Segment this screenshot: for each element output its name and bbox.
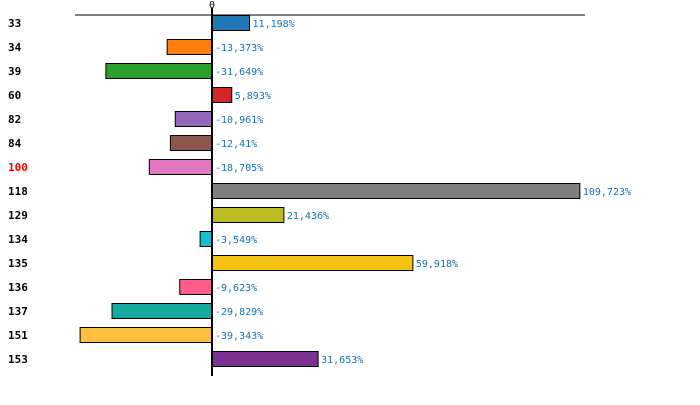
value-label-82: -10,961%	[215, 115, 263, 126]
labels-layer: 33 11,198% 34 -13,373% 39 -31,649% 60 5,893% 82 -…	[8, 17, 631, 366]
bar-100	[148, 159, 213, 175]
bar-136	[179, 279, 213, 295]
category-label-135: 135	[8, 257, 28, 270]
category-label-82: 82	[8, 113, 21, 126]
bar-84	[169, 135, 213, 151]
value-label-134: -3,549%	[215, 235, 257, 246]
value-label-153: 31,653%	[321, 355, 363, 366]
category-label-129: 129	[8, 209, 28, 222]
category-label-134: 134	[8, 233, 28, 246]
category-label-136: 136	[8, 281, 28, 294]
zero-tick-label: 0	[209, 0, 215, 11]
value-label-137: -29,829%	[215, 307, 263, 318]
value-label-33: 11,198%	[253, 19, 295, 30]
value-label-39: -31,649%	[215, 67, 263, 78]
bar-82	[174, 111, 213, 127]
bar-135	[211, 255, 414, 271]
bar-60	[211, 87, 233, 103]
category-label-118: 118	[8, 185, 28, 198]
value-label-135: 59,918%	[416, 259, 458, 270]
value-label-129: 21,436%	[287, 211, 329, 222]
value-label-60: 5,893%	[235, 91, 271, 102]
category-label-34: 34	[8, 41, 22, 54]
bar-151	[79, 327, 213, 343]
axes-layer: 0	[75, 0, 585, 376]
bars-layer	[79, 15, 581, 367]
bar-153	[211, 351, 319, 367]
value-label-100: -18,705%	[215, 163, 263, 174]
bar-33	[211, 15, 251, 31]
bar-34	[166, 39, 213, 55]
bar-39	[105, 63, 213, 79]
category-label-84: 84	[8, 137, 22, 150]
category-label-39: 39	[8, 65, 21, 78]
category-label-100: 100	[8, 161, 28, 174]
bar-137	[111, 303, 213, 319]
value-label-84: -12,41%	[215, 139, 257, 150]
category-label-137: 137	[8, 305, 28, 318]
category-label-153: 153	[8, 353, 28, 366]
value-label-136: -9,623%	[215, 283, 257, 294]
category-label-151: 151	[8, 329, 28, 342]
bar-129	[211, 207, 285, 223]
category-label-60: 60	[8, 89, 21, 102]
value-label-151: -39,343%	[215, 331, 263, 342]
category-label-33: 33	[8, 17, 21, 30]
bar-134	[199, 231, 213, 247]
bar-118	[211, 183, 581, 199]
value-label-34: -13,373%	[215, 43, 263, 54]
value-label-118: 109,723%	[583, 187, 631, 198]
